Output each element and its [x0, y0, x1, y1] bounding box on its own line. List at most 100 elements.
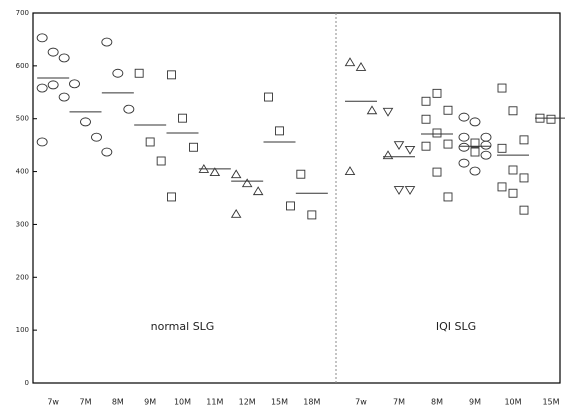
- point: [421, 141, 431, 151]
- point: [508, 188, 518, 198]
- y-tick-label: 200: [16, 273, 29, 281]
- point: [296, 169, 306, 179]
- x-tick-label: 7w: [47, 398, 59, 407]
- y-tick-label: 400: [16, 168, 29, 176]
- point: [432, 128, 442, 138]
- point: [167, 192, 176, 202]
- point: [198, 164, 210, 173]
- point: [546, 114, 556, 124]
- point: [58, 53, 70, 63]
- point: [230, 208, 242, 218]
- point: [421, 114, 431, 124]
- point: [252, 186, 264, 196]
- plot-frame: [32, 12, 561, 384]
- x-tick-label: 12M: [239, 398, 256, 407]
- x-tick-label: 7w: [355, 398, 367, 407]
- y-tick-label: 500: [16, 115, 29, 123]
- point: [480, 140, 492, 150]
- point: [241, 178, 253, 188]
- y-tick-label: 600: [16, 62, 29, 70]
- point: [458, 132, 470, 142]
- x-tick-label: 15M: [542, 398, 559, 407]
- point: [264, 92, 273, 102]
- x-tick-label: 10M: [174, 398, 191, 407]
- x-tick-label: 11M: [206, 398, 223, 407]
- point: [69, 79, 80, 89]
- point: [470, 147, 480, 157]
- point: [156, 156, 166, 166]
- point: [469, 166, 481, 176]
- point: [393, 186, 405, 195]
- point: [91, 132, 102, 142]
- point: [47, 47, 59, 57]
- y-tick-label: 700: [16, 9, 29, 17]
- point: [101, 147, 113, 157]
- point: [112, 68, 124, 78]
- point: [101, 37, 113, 47]
- x-tick-label: 9M: [469, 398, 481, 407]
- point: [275, 126, 284, 136]
- point: [404, 186, 416, 195]
- y-tick-label: 100: [16, 326, 29, 334]
- point: [480, 132, 492, 142]
- point: [458, 112, 470, 122]
- point: [134, 68, 144, 78]
- point: [123, 104, 135, 114]
- point: [286, 201, 295, 211]
- point: [443, 192, 453, 202]
- point: [344, 166, 356, 175]
- x-tick-label: 9M: [144, 398, 156, 407]
- point: [443, 139, 453, 149]
- x-tick-label: 18M: [303, 398, 320, 407]
- group-label: IQI SLG: [436, 320, 476, 333]
- point: [497, 83, 507, 93]
- point: [382, 150, 394, 160]
- x-tick-label: 8M: [431, 398, 443, 407]
- point: [178, 113, 187, 123]
- point: [519, 135, 529, 145]
- point: [432, 88, 442, 98]
- point: [443, 105, 453, 115]
- x-tick-label: 8M: [112, 398, 124, 407]
- point: [230, 169, 242, 179]
- point: [421, 96, 431, 106]
- group-label: normal SLG: [151, 320, 215, 333]
- point: [36, 33, 48, 43]
- point: [145, 137, 155, 147]
- point: [344, 57, 356, 67]
- point: [58, 92, 70, 102]
- point: [404, 145, 416, 155]
- point: [189, 142, 198, 152]
- point: [519, 205, 529, 215]
- x-tick-label: 7M: [80, 398, 92, 407]
- point: [382, 107, 394, 117]
- x-tick-label: 10M: [504, 398, 521, 407]
- point: [480, 150, 492, 160]
- y-tick-label: 0: [25, 379, 29, 387]
- point: [209, 167, 221, 177]
- point: [366, 105, 378, 115]
- y-tick-label: 300: [16, 220, 29, 228]
- point: [508, 106, 518, 116]
- point: [497, 182, 507, 192]
- point: [458, 158, 470, 168]
- point: [167, 70, 176, 80]
- point: [355, 62, 367, 71]
- x-tick-label: 7M: [393, 398, 405, 407]
- point: [458, 142, 470, 152]
- point: [497, 143, 507, 153]
- point: [36, 83, 48, 93]
- point: [36, 137, 48, 147]
- point: [393, 141, 405, 151]
- point: [470, 138, 480, 148]
- point: [80, 117, 91, 127]
- point: [469, 117, 481, 127]
- x-tick-label: 15M: [271, 398, 288, 407]
- point: [519, 173, 529, 183]
- point: [47, 80, 59, 90]
- point: [307, 210, 317, 220]
- point: [508, 165, 518, 175]
- point: [432, 167, 442, 177]
- point: [535, 113, 545, 123]
